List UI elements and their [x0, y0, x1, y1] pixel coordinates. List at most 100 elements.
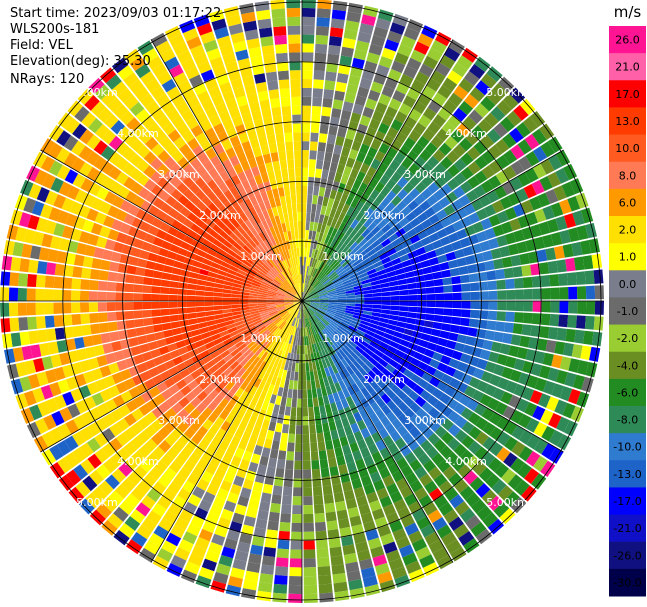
velocity-gate — [318, 450, 328, 460]
velocity-gate — [235, 238, 246, 248]
velocity-gate — [540, 141, 555, 158]
velocity-gate — [220, 215, 231, 226]
velocity-gate — [335, 135, 345, 147]
velocity-gate — [378, 252, 389, 261]
velocity-gate — [182, 88, 196, 101]
velocity-gate — [317, 288, 327, 294]
velocity-gate — [249, 101, 261, 113]
velocity-gate — [248, 498, 260, 510]
velocity-gate — [317, 557, 330, 568]
velocity-gate — [183, 358, 195, 368]
velocity-gate — [321, 329, 329, 339]
velocity-gate — [275, 302, 285, 306]
velocity-gate — [44, 315, 55, 328]
velocity-gate — [282, 241, 288, 251]
velocity-gate — [321, 242, 327, 253]
velocity-gate — [226, 323, 236, 330]
velocity-gate — [375, 329, 385, 337]
velocity-gate — [420, 524, 436, 538]
velocity-gate — [388, 359, 399, 369]
velocity-gate — [142, 473, 157, 488]
velocity-gate — [438, 142, 452, 156]
velocity-gate — [280, 331, 286, 341]
velocity-gate — [317, 308, 327, 313]
velocity-gate — [135, 327, 146, 337]
velocity-gate — [327, 365, 335, 376]
velocity-gate — [151, 184, 164, 197]
velocity-gate — [396, 200, 408, 212]
velocity-gate — [315, 521, 327, 532]
velocity-gate — [179, 143, 192, 157]
velocity-gate — [136, 480, 152, 495]
velocity-gate — [463, 470, 478, 485]
velocity-gate — [207, 271, 218, 279]
velocity-gate — [302, 294, 309, 301]
velocity-gate — [119, 222, 132, 235]
velocity-gate — [175, 213, 187, 224]
velocity-gate — [318, 186, 326, 197]
velocity-gate — [390, 118, 404, 132]
velocity-gate — [119, 110, 135, 126]
velocity-gate — [487, 237, 499, 250]
velocity-gate — [475, 528, 493, 545]
velocity-gate — [142, 276, 153, 286]
velocity-gate — [123, 213, 136, 226]
velocity-gate — [372, 288, 382, 294]
velocity-gate — [246, 38, 261, 50]
velocity-gate — [381, 154, 394, 167]
velocity-gate — [326, 62, 339, 73]
velocity-gate — [133, 284, 143, 293]
velocity-gate — [58, 181, 72, 197]
velocity-gate — [226, 222, 237, 232]
velocity-gate — [50, 177, 64, 193]
velocity-gate — [352, 244, 362, 254]
velocity-gate — [367, 89, 381, 102]
velocity-gate — [303, 522, 315, 532]
velocity-gate — [287, 442, 295, 452]
velocity-gate — [131, 531, 148, 547]
velocity-gate — [453, 85, 469, 100]
velocity-gate — [439, 445, 453, 459]
velocity-gate — [316, 150, 325, 161]
velocity-gate — [166, 86, 181, 100]
velocity-gate — [237, 439, 248, 451]
velocity-gate — [192, 385, 203, 397]
velocity-gate — [230, 261, 241, 269]
velocity-gate — [273, 583, 288, 594]
velocity-gate — [28, 330, 39, 345]
velocity-gate — [422, 266, 433, 275]
velocity-gate — [504, 232, 517, 245]
velocity-gate — [462, 344, 474, 355]
velocity-gate — [357, 86, 370, 98]
velocity-gate — [277, 252, 284, 262]
velocity-gate — [91, 257, 102, 270]
velocity-gate — [513, 229, 525, 243]
velocity-gate — [288, 576, 302, 586]
velocity-gate — [302, 301, 304, 310]
velocity-gate — [465, 131, 480, 146]
velocity-gate — [243, 515, 256, 527]
velocity-gate — [172, 42, 189, 56]
velocity-gate — [423, 459, 437, 473]
velocity-gate — [274, 328, 282, 337]
velocity-gate — [302, 294, 309, 301]
velocity-gate — [276, 548, 289, 559]
velocity-gate — [389, 520, 404, 533]
velocity-gate — [377, 9, 394, 22]
colorbar-swatch — [609, 53, 646, 81]
velocity-gate — [297, 256, 300, 266]
velocity-gate — [481, 407, 495, 421]
velocity-gate — [195, 536, 210, 550]
velocity-gate — [280, 341, 287, 351]
velocity-gate — [398, 103, 412, 116]
velocity-gate — [226, 236, 236, 246]
velocity-gate — [385, 388, 397, 400]
velocity-gate — [334, 229, 342, 240]
velocity-gate — [332, 572, 347, 584]
velocity-gate — [273, 338, 280, 348]
velocity-gate — [379, 278, 389, 284]
velocity-gate — [265, 71, 278, 82]
velocity-gate — [188, 182, 201, 195]
velocity-gate — [314, 52, 327, 63]
velocity-gate — [384, 39, 400, 52]
